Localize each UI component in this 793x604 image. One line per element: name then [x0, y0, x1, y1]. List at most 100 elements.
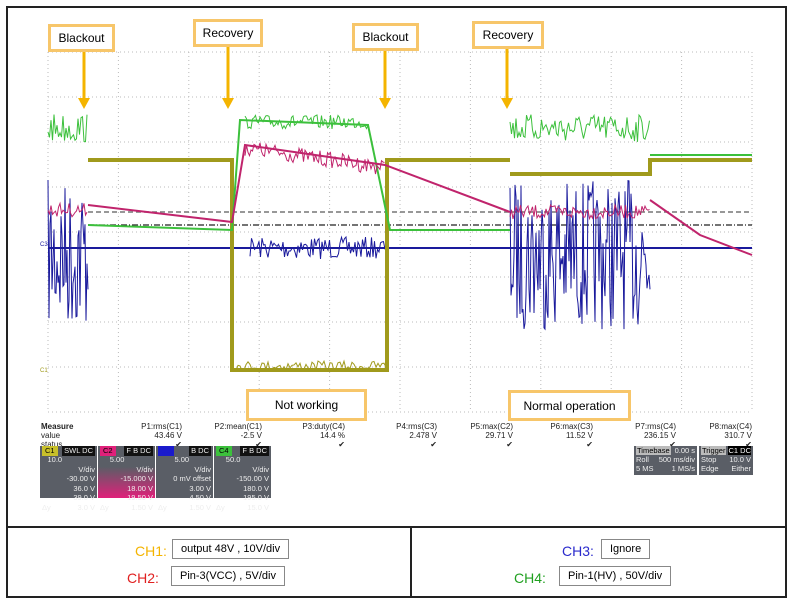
- measure-param: P2:mean(C1) -2.5 V ✔: [214, 422, 262, 449]
- timebase-scale: 500 ms/div: [658, 455, 695, 464]
- c2-offset: -15.000 V: [120, 474, 153, 483]
- c1-coupling: SWL DC: [62, 446, 95, 456]
- param-status: ✔: [586, 440, 593, 449]
- c4-tag: C4: [216, 446, 232, 456]
- trigger-mode: Stop: [701, 455, 717, 464]
- timebase-mode: Roll: [636, 455, 649, 464]
- c3-dy-label: Δy: [158, 502, 167, 512]
- ch3-burst-1: [47, 180, 89, 321]
- ch3-legend-label: CH3:: [562, 543, 594, 559]
- annotation-normal-operation: Normal operation: [508, 390, 631, 421]
- annotation-blackout-1: Blackout: [48, 24, 115, 52]
- arrow-head-icon: [78, 98, 90, 109]
- param-status: ✔: [745, 440, 752, 449]
- param-status: ✔: [506, 440, 513, 449]
- annotation-blackout-2: Blackout: [352, 23, 419, 51]
- timebase-value: 0.00 s: [674, 446, 695, 455]
- ch3-noise: [249, 235, 386, 259]
- c3-offset: 0 mV offset: [173, 474, 211, 483]
- measure-param: P7:rms(C4) 236.15 V ✔: [635, 422, 676, 449]
- ch2-noise-3: [509, 203, 650, 221]
- trigger-type: Edge: [701, 464, 719, 473]
- status-label: status: [41, 440, 63, 449]
- ch4-legend-label: CH4:: [514, 570, 546, 586]
- measure-header: Measure: [41, 422, 74, 431]
- timebase-label: Timebase: [636, 446, 671, 455]
- c4-cursor2: 195.0 V: [243, 493, 269, 502]
- value-label: value: [41, 431, 61, 440]
- ch4-legend-desc: Pin-1(HV) , 50V/div: [559, 566, 672, 586]
- c4-offset: -150.00 V: [236, 474, 269, 483]
- param-value: 14.4 %: [320, 431, 345, 440]
- c3-cursor2: 4.50 V: [189, 493, 211, 502]
- c2-cursor1: 18.00 V: [127, 483, 153, 493]
- ch2-noise-2: [244, 142, 385, 175]
- param-status: ✔: [338, 440, 345, 449]
- c1-marker: C1: [40, 368, 48, 374]
- c1-tag: C1: [42, 446, 58, 456]
- ch2-noise-1: [47, 201, 88, 218]
- c1-dy: 3.0 V: [77, 502, 95, 512]
- ch1-noise: [231, 359, 387, 373]
- ch1-legend-label: CH1:: [135, 543, 167, 559]
- ch2-legend-label: CH2:: [127, 570, 159, 586]
- arrow-head-icon: [222, 98, 234, 109]
- timebase-box[interactable]: Timebase 0.00 s Roll 500 ms/div 5 MS 1 MS/s: [634, 446, 697, 475]
- trigger-box[interactable]: Trigger C1 DC Stop 10.0 V Edge Either: [699, 446, 753, 475]
- channel-box-c2[interactable]: C2 F B DC 5.00 V/div -15.000 V 18.00 V 1…: [98, 446, 155, 512]
- param-name: P1:rms(C1): [141, 422, 182, 431]
- annotation-not-working: Not working: [246, 389, 367, 421]
- channel-box-c4[interactable]: C4 F B DC 50.0 V/div -150.00 V 180.0 V 1…: [214, 446, 271, 512]
- c4-dy-label: Δy: [216, 502, 225, 512]
- param-value: 43.46 V: [154, 431, 182, 440]
- c3-coupling: B DC: [189, 446, 211, 456]
- ch3-burst-2: [509, 179, 651, 331]
- ch1-waveform-2: [510, 158, 752, 176]
- measure-param: P6:max(C3) 11.52 V ✔: [550, 422, 593, 449]
- param-name: P3:duty(C4): [302, 422, 345, 431]
- ch1-waveform: [88, 158, 510, 372]
- c2-cursor2: 19.50 V: [127, 493, 153, 502]
- measure-param: P1:rms(C1) 43.46 V ✔: [141, 422, 182, 449]
- param-name: P8:max(C4): [709, 422, 752, 431]
- channel-box-c3[interactable]: C3 B DC 5.00 V/div 0 mV offset 3.00 V 4.…: [156, 446, 213, 512]
- legend-column-divider: [410, 527, 412, 596]
- ch2-waveform: [87, 143, 511, 224]
- param-name: P4:rms(C3): [396, 422, 437, 431]
- param-name: P2:mean(C1): [214, 422, 262, 431]
- param-value: -2.5 V: [240, 431, 262, 440]
- param-name: P7:rms(C4): [635, 422, 676, 431]
- param-name: P6:max(C3): [550, 422, 593, 431]
- measure-param: P5:max(C2) 29.71 V ✔: [470, 422, 513, 449]
- param-status: ✔: [430, 440, 437, 449]
- ch4-waveform: [87, 118, 510, 232]
- c2-coupling: F B DC: [124, 446, 153, 456]
- oscilloscope-display: C3 C1: [40, 47, 753, 413]
- c1-offset: -30.00 V: [66, 474, 95, 483]
- timebase-samples: 5 MS: [636, 464, 654, 473]
- param-value: 236.15 V: [643, 431, 676, 440]
- annotation-recovery-2: Recovery: [472, 21, 544, 49]
- c3-tag: C3: [158, 446, 174, 456]
- ch3-legend-desc: Ignore: [601, 539, 651, 559]
- trigger-level: 10.0 V: [729, 455, 751, 464]
- c2-tag: C2: [100, 446, 116, 456]
- c2-dy-label: Δy: [100, 502, 109, 512]
- ch1-legend-desc: output 48V , 10V/div: [172, 539, 290, 559]
- channel-box-c1[interactable]: C1 SWL DC 10.0 V/div -30.00 V 36.0 V 39.…: [40, 446, 97, 512]
- outer-frame: [6, 6, 787, 598]
- c4-cursor1: 180.0 V: [243, 483, 269, 493]
- ch4-burst-2: [509, 113, 650, 142]
- trigger-tag: C1 DC: [728, 446, 751, 455]
- c4-coupling: F B DC: [240, 446, 269, 456]
- ch4-burst-1: [47, 114, 88, 143]
- legend-divider: [6, 526, 785, 528]
- scope-grid: [47, 51, 753, 413]
- c3-dy: 1.50 V: [189, 502, 211, 512]
- param-value: 29.71 V: [485, 431, 513, 440]
- param-name: P5:max(C2): [470, 422, 513, 431]
- param-value: 2.478 V: [409, 431, 437, 440]
- c1-cursor2: 39.0 V: [73, 493, 95, 502]
- annotation-recovery-1: Recovery: [193, 19, 263, 47]
